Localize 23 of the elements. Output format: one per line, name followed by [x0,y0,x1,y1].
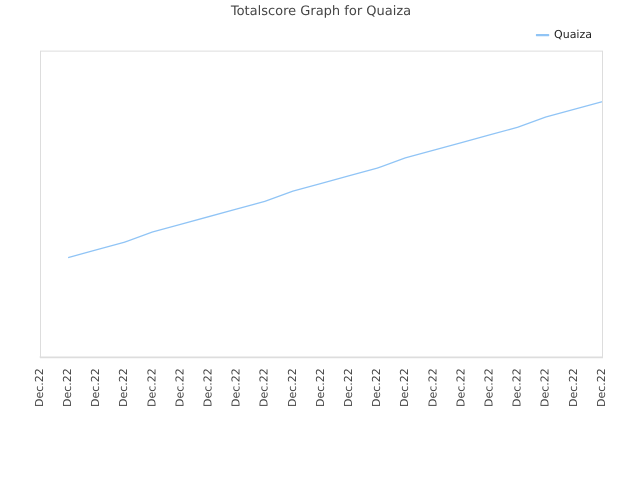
x-tick-label: Dec.22 [342,368,355,407]
x-tick-label: Dec.22 [538,368,552,407]
x-tick-label: Dec.22 [145,368,158,407]
x-tick-label: Dec.22 [594,368,608,407]
x-tick-label: Dec.22 [482,368,496,407]
x-tick-label: Dec.22 [230,368,243,407]
x-tick-label: Dec.22 [426,368,440,407]
x-tick-label: Dec.22 [566,368,580,407]
x-tick-label: Dec.22 [370,368,384,407]
x-tick-label: Dec.22 [454,368,468,407]
x-tick-label: Dec.22 [89,368,102,407]
x-tick-label: Dec.22 [510,368,524,407]
chart-title: Totalscore Graph for Quaiza [230,4,412,20]
x-tick-label: Dec.22 [314,368,327,407]
x-tick-label: Dec.22 [60,368,74,407]
x-tick-label: Dec.22 [398,368,412,407]
x-tick-label: Dec.22 [286,368,299,407]
x-tick-label: Dec.22 [173,368,186,407]
x-tick-label: Dec.22 [117,368,130,407]
x-tick-label: Dec.22 [258,368,271,407]
x-tick-label: Dec.22 [201,368,214,407]
x-tick-label: Dec.22 [32,368,46,407]
legend-label: Quaiza [554,28,592,41]
